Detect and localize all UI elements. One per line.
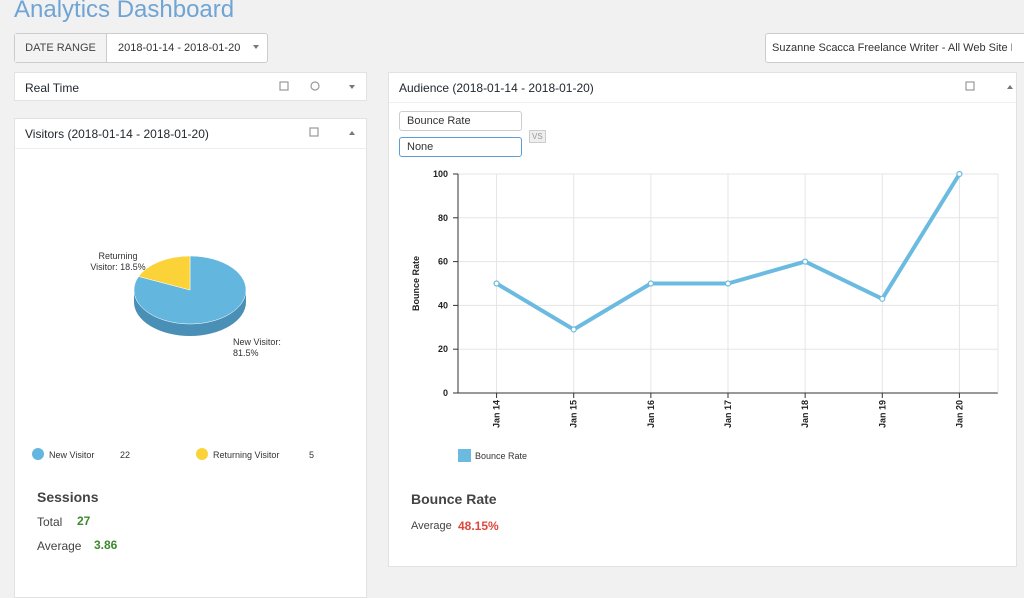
- legend-swatch: [196, 448, 208, 460]
- export-icon[interactable]: [309, 127, 319, 137]
- legend-count: 22: [120, 450, 130, 460]
- y-tick-label: 80: [438, 213, 448, 223]
- legend-swatch: [32, 448, 44, 460]
- x-tick-label: Jan 20: [954, 400, 964, 428]
- panel-title: Real Time: [25, 81, 80, 95]
- legend-label: Returning Visitor: [213, 450, 279, 460]
- x-tick-label: Jan 19: [877, 400, 887, 428]
- date-range-value: 2018-01-14 - 2018-01-20: [118, 42, 241, 54]
- dropdown-caret[interactable]: [253, 45, 259, 49]
- legend-count: 5: [309, 450, 314, 460]
- export-icon[interactable]: [279, 81, 289, 91]
- charts: New Visitor 22 Returning Visitor 5 0 20 40 60 80…: [32, 169, 999, 462]
- site-select-value: Suzanne Scacca Freelance Writer - All We…: [772, 42, 1012, 54]
- compare-select[interactable]: None: [399, 137, 522, 157]
- y-tick-label: 0: [443, 388, 448, 398]
- y-tick-label: 20: [438, 344, 448, 354]
- pie-label: New Visitor: 81.5%: [233, 337, 281, 358]
- carets: [253, 45, 1013, 135]
- summary-average: 48.15%: [458, 519, 499, 533]
- x-tick-label: Jan 17: [723, 400, 733, 428]
- sessions-total-label: Total: [37, 515, 63, 529]
- point: [802, 258, 809, 265]
- sessions-average-label: Average: [37, 539, 82, 553]
- legend-swatch: [458, 449, 471, 462]
- site-select[interactable]: Suzanne Scacca Freelance Writer - All We…: [765, 33, 1024, 63]
- y-tick-label: 60: [438, 257, 448, 267]
- collapse-caret[interactable]: [349, 85, 355, 89]
- panel-divider: [15, 148, 366, 149]
- sessions-average: 3.86: [94, 538, 118, 552]
- legend-label: Bounce Rate: [475, 451, 527, 461]
- chart-layer: New Visitor 22 Returning Visitor 5 0 20 40 60 80…: [32, 45, 1013, 462]
- x-tick-label: Jan 18: [800, 400, 810, 428]
- sessions-total: 27: [77, 514, 91, 528]
- summary-average-label: Average: [411, 520, 452, 532]
- vs-badge: VS: [529, 130, 546, 143]
- metric-select[interactable]: Bounce Rate: [399, 111, 522, 131]
- summary-title: Bounce Rate: [411, 491, 497, 507]
- panel-title: Audience (2018-01-14 - 2018-01-20): [399, 81, 594, 95]
- panel-title: Visitors (2018-01-14 - 2018-01-20): [25, 127, 209, 141]
- panel-divider: [389, 102, 1016, 103]
- visitors-panel: Visitors (2018-01-14 - 2018-01-20) Sessi…: [14, 118, 367, 598]
- legend-label: New Visitor: [49, 450, 94, 460]
- collapse-caret[interactable]: [349, 131, 355, 135]
- icons: [279, 81, 975, 137]
- collapse-caret[interactable]: [1007, 85, 1013, 89]
- date-range-control[interactable]: DATE RANGE 2018-01-14 - 2018-01-20: [14, 33, 268, 63]
- point: [570, 326, 577, 333]
- x-tick-label: Jan 14: [492, 400, 502, 428]
- point: [724, 280, 732, 287]
- y-axis-title: Bounce Rate: [411, 256, 421, 311]
- y-tick-label: 40: [438, 300, 448, 310]
- date-range-label: DATE RANGE: [15, 34, 107, 62]
- point: [647, 280, 654, 287]
- point: [879, 295, 886, 302]
- pie-side: [134, 290, 246, 336]
- point: [493, 280, 500, 287]
- export-icon[interactable]: [965, 81, 975, 91]
- point: [956, 170, 963, 178]
- audience-panel: Audience (2018-01-14 - 2018-01-20) Bounc…: [388, 72, 1017, 567]
- sessions-title: Sessions: [37, 489, 99, 505]
- pie-label: Returning Visitor: 18.5%: [90, 251, 146, 272]
- x-tick-label: Jan 15: [569, 400, 579, 428]
- page: {"header": {"title": "Analytics Dashboar…: [14, 0, 1024, 598]
- y-tick-label: 100: [433, 169, 448, 179]
- realtime-panel: Real Time: [14, 72, 367, 101]
- x-tick-label: Jan 16: [646, 400, 656, 428]
- refresh-icon[interactable]: [310, 81, 320, 91]
- pie-slice: [138, 255, 191, 291]
- page-title: Analytics Dashboard: [14, 0, 235, 23]
